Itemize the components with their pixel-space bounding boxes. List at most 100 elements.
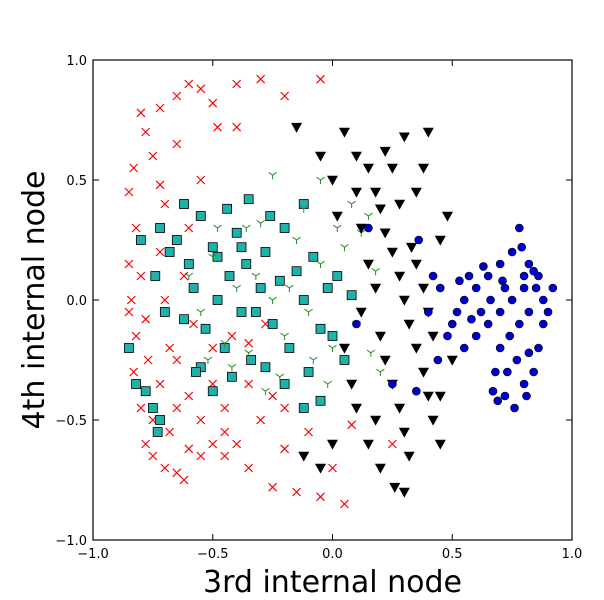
data-point — [433, 355, 443, 365]
data-point — [316, 176, 325, 184]
data-point — [124, 343, 134, 353]
data-point — [340, 243, 349, 252]
data-point — [505, 331, 515, 341]
data-point — [150, 271, 161, 281]
data-point — [422, 127, 434, 138]
data-point — [231, 227, 242, 238]
data-point — [280, 91, 290, 101]
data-point — [179, 475, 189, 485]
data-point — [172, 355, 182, 365]
data-point — [222, 203, 233, 214]
data-point — [196, 415, 206, 425]
data-point — [350, 403, 362, 414]
data-point — [471, 331, 481, 341]
data-point — [260, 247, 271, 257]
data-point — [224, 271, 235, 281]
data-point — [315, 395, 326, 406]
data-point — [352, 319, 361, 329]
data-point — [208, 98, 218, 108]
series-4 — [291, 122, 458, 498]
data-point — [141, 439, 151, 449]
data-point — [350, 187, 362, 198]
data-point — [155, 247, 165, 257]
data-point — [203, 356, 213, 364]
tick-layer: −1.0 −0.5 0.0 0.5 1.0 −1.0 −0.5 0.0 0.5 1.0 — [55, 54, 582, 562]
data-point — [261, 387, 270, 396]
data-point — [447, 319, 457, 329]
data-point — [183, 259, 194, 269]
data-point — [510, 403, 519, 413]
data-point — [379, 228, 391, 239]
data-point — [493, 396, 503, 406]
data-point — [171, 235, 182, 245]
data-point — [403, 451, 415, 462]
plot-area — [92, 59, 573, 541]
data-point — [338, 127, 350, 138]
data-point — [423, 307, 433, 317]
data-point — [124, 187, 134, 197]
data-point — [328, 463, 337, 473]
data-point — [172, 403, 182, 413]
data-point — [136, 271, 146, 281]
data-point — [338, 343, 350, 354]
data-point — [495, 307, 505, 317]
data-point — [374, 204, 386, 215]
data-point — [316, 74, 325, 84]
data-point — [155, 103, 165, 113]
data-point — [303, 367, 314, 377]
data-point — [355, 307, 367, 318]
data-point — [243, 194, 254, 205]
data-point — [410, 187, 422, 198]
data-point — [366, 349, 376, 357]
data-point — [131, 331, 141, 341]
data-point — [346, 379, 358, 390]
data-point — [155, 180, 165, 190]
data-point — [179, 271, 189, 281]
data-point — [285, 284, 294, 292]
data-point — [184, 444, 194, 454]
data-point — [488, 386, 498, 396]
data-point — [155, 379, 165, 389]
data-point — [255, 283, 266, 293]
data-point — [398, 487, 410, 498]
data-point — [152, 427, 163, 437]
data-point — [315, 151, 327, 162]
data-point — [208, 439, 218, 449]
data-point — [213, 122, 222, 132]
data-point — [332, 271, 343, 281]
data-point — [418, 367, 430, 378]
data-point — [208, 343, 218, 353]
data-point — [299, 205, 309, 213]
data-point — [241, 259, 252, 269]
data-point — [427, 331, 439, 342]
data-point — [148, 151, 158, 161]
data-point — [316, 492, 325, 502]
data-point — [427, 415, 439, 426]
data-point — [379, 146, 391, 157]
data-point — [418, 163, 430, 174]
data-point — [524, 348, 534, 358]
data-point — [280, 444, 290, 454]
data-point — [129, 367, 139, 377]
data-point — [398, 427, 410, 438]
data-point — [355, 223, 367, 234]
data-point — [326, 175, 339, 186]
data-point — [268, 171, 277, 180]
data-point — [232, 439, 242, 449]
data-point — [435, 283, 445, 293]
data-point — [256, 74, 266, 84]
data-point — [394, 199, 406, 210]
data-point — [333, 224, 342, 232]
data-point — [208, 253, 218, 261]
data-point — [500, 391, 510, 401]
data-point — [326, 439, 339, 450]
data-point — [370, 415, 382, 426]
data-point — [515, 223, 524, 233]
data-point — [291, 122, 303, 133]
data-point — [160, 463, 170, 473]
data-point — [471, 283, 481, 293]
y-axis-label: 4th internal node — [17, 171, 52, 430]
data-point — [188, 283, 199, 293]
data-point — [512, 355, 522, 365]
data-point — [327, 331, 338, 341]
